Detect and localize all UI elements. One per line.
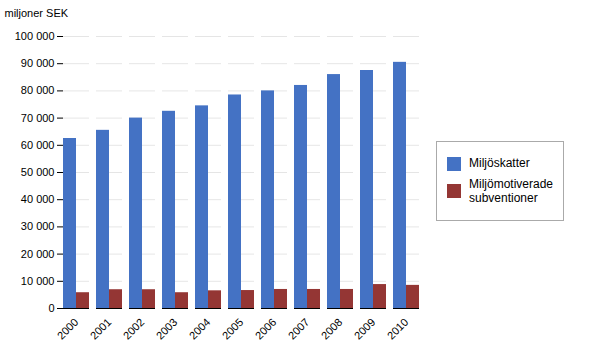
svg-text:100 000: 100 000 [15,30,55,42]
svg-text:80 000: 80 000 [21,84,55,96]
svg-text:miljoner SEK: miljoner SEK [5,7,69,19]
svg-text:2005: 2005 [220,316,246,342]
html-text:Miljöskatter: Miljöskatter [469,156,530,171]
svg-text:2002: 2002 [121,316,147,342]
svg-text:2004: 2004 [187,316,213,342]
svg-text:2000: 2000 [55,316,81,342]
svg-text:30 000: 30 000 [21,220,55,232]
svg-text:60 000: 60 000 [21,139,55,151]
svg-text:2010: 2010 [385,316,411,342]
html-text:Miljömotiverade subventioner: Miljömotiverade subventioner [469,176,553,206]
svg-text:70 000: 70 000 [21,112,55,124]
svg-text:10 000: 10 000 [21,275,55,287]
svg-text:20 000: 20 000 [21,248,55,260]
svg-text:0: 0 [48,302,54,314]
svg-text:2008: 2008 [319,316,345,342]
svg-text:2007: 2007 [286,316,312,342]
svg-text:2006: 2006 [253,316,279,342]
svg-text:40 000: 40 000 [21,193,55,205]
svg-text:50 000: 50 000 [21,166,55,178]
svg-text:90 000: 90 000 [21,57,55,69]
svg-text:2009: 2009 [352,316,378,342]
svg-text:2003: 2003 [154,316,180,342]
svg-text:2001: 2001 [88,316,114,342]
